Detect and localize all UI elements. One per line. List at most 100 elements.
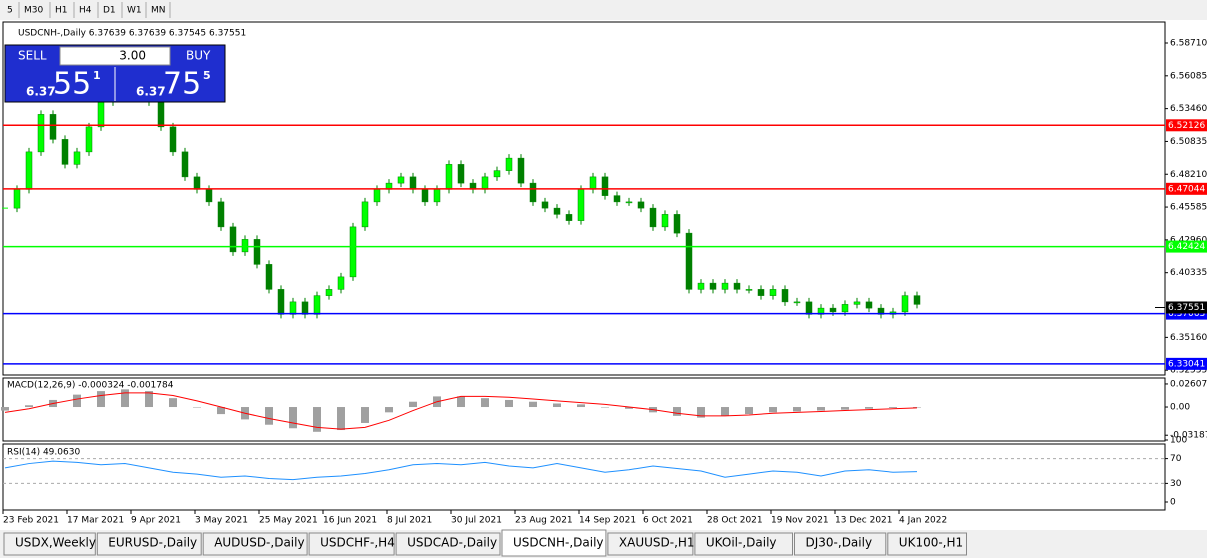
candle xyxy=(649,207,657,228)
macd-bar xyxy=(529,401,537,408)
macd-bar xyxy=(337,407,345,431)
tab[interactable] xyxy=(96,532,202,556)
y-tick-label: 6.32535 xyxy=(1170,366,1207,376)
y-tick-label: 70 xyxy=(1170,454,1182,464)
x-tick-label: 25 May 2021 xyxy=(259,516,318,526)
candle xyxy=(793,301,801,304)
tab[interactable] xyxy=(794,532,887,556)
timeframe-button[interactable]: D1 xyxy=(103,6,116,16)
candle xyxy=(433,189,441,203)
timeframe-button[interactable]: W1 xyxy=(127,6,142,16)
macd-bar xyxy=(505,399,513,408)
macd-bar xyxy=(745,407,753,415)
tab[interactable] xyxy=(607,532,694,556)
tab-label[interactable]: USDCNH-,Daily xyxy=(513,536,604,550)
x-tick-label: 17 Mar 2021 xyxy=(67,516,124,526)
candle xyxy=(901,295,909,313)
timeframe-button[interactable]: MN xyxy=(151,6,166,16)
tab-label[interactable]: UK100-,H1 xyxy=(899,536,963,550)
tab[interactable] xyxy=(3,532,96,556)
macd-bar xyxy=(73,394,81,408)
candle xyxy=(253,239,261,265)
tab-label[interactable]: XAUUSD-,H1 xyxy=(619,536,695,550)
candle xyxy=(241,239,249,253)
candle xyxy=(589,176,597,190)
macd-bar xyxy=(313,407,321,432)
x-tick-label: 16 Jun 2021 xyxy=(323,516,377,526)
macd-bar xyxy=(769,407,777,413)
lot-box xyxy=(59,46,171,66)
x-tick-label: 23 Aug 2021 xyxy=(515,516,573,526)
lot-input[interactable]: 3.00 xyxy=(119,49,146,63)
macd-bar xyxy=(217,407,225,415)
candle xyxy=(625,201,633,204)
candle xyxy=(217,201,225,228)
timeframe-button[interactable]: H4 xyxy=(79,6,92,16)
tab[interactable] xyxy=(694,532,794,556)
candle xyxy=(637,201,645,209)
y-tick-label: 6.50835 xyxy=(1170,137,1207,147)
macd-bar xyxy=(361,407,369,423)
y-tick-label: 6.56085 xyxy=(1170,71,1207,81)
y-tick-label: 6.42960 xyxy=(1170,235,1207,245)
price-sup[interactable]: 1 xyxy=(93,69,101,82)
tab-label[interactable]: AUDUSD-,Daily xyxy=(214,536,304,550)
candle xyxy=(865,301,873,309)
tab-label[interactable]: EURUSD-,Daily xyxy=(108,536,197,550)
price-head[interactable]: 6.37 xyxy=(136,85,166,99)
x-tick-label: 30 Jul 2021 xyxy=(451,516,502,526)
macd-frame xyxy=(2,377,1166,442)
price-head[interactable]: 6.37 xyxy=(26,85,56,99)
buy-button[interactable]: BUY xyxy=(186,49,211,63)
level-label-bg xyxy=(1166,182,1207,195)
y-tick-label: 6.53460 xyxy=(1170,104,1207,114)
candle xyxy=(877,307,885,315)
tab[interactable] xyxy=(501,529,607,557)
y-tick-label: -0.031872 xyxy=(1170,431,1207,441)
price-big[interactable]: 55 xyxy=(53,67,91,102)
candle xyxy=(541,201,549,209)
timeframe-button[interactable]: M30 xyxy=(24,6,43,16)
candle xyxy=(265,264,273,290)
y-tick-label: 100 xyxy=(1170,436,1187,446)
tab-label[interactable]: USDX,Weekly xyxy=(15,536,96,550)
tab[interactable] xyxy=(395,532,501,556)
candle xyxy=(481,176,489,190)
level-label-bg xyxy=(1166,357,1207,370)
tab-label[interactable]: USDCAD-,Daily xyxy=(407,536,497,550)
chart-header: USDCNH-,Daily 6.37639 6.37639 6.37545 6.… xyxy=(18,29,246,39)
current-price-label: 6.37551 xyxy=(1168,303,1205,313)
candle xyxy=(685,232,693,290)
candle xyxy=(157,101,165,128)
candle xyxy=(505,157,513,171)
timeframe-button[interactable]: 5 xyxy=(7,6,13,16)
timeframe-button[interactable]: H1 xyxy=(55,6,68,16)
sell-button[interactable]: SELL xyxy=(18,49,47,63)
candle xyxy=(577,189,585,221)
y-tick-label: 6.58710 xyxy=(1170,39,1207,49)
price-sup[interactable]: 5 xyxy=(203,69,211,82)
x-tick-label: 4 Jan 2022 xyxy=(899,516,947,526)
macd-bar xyxy=(145,391,153,408)
tab-label[interactable]: USDCHF-,H4 xyxy=(320,536,395,550)
tab[interactable] xyxy=(308,532,395,556)
rsi-frame xyxy=(2,443,1166,511)
price-big[interactable]: 75 xyxy=(163,67,201,102)
candle xyxy=(673,214,681,234)
tab[interactable] xyxy=(202,532,308,556)
macd-bar xyxy=(25,405,33,408)
candle xyxy=(853,301,861,305)
macd-bar xyxy=(1,407,9,411)
y-tick-label: 0 xyxy=(1170,498,1176,508)
y-tick-label: 6.35160 xyxy=(1170,333,1207,343)
tab[interactable] xyxy=(887,532,967,556)
level-label: 6.42424 xyxy=(1168,242,1205,252)
tab-label[interactable]: DJ30-,Daily xyxy=(806,536,873,550)
candle xyxy=(61,139,69,165)
tab-label[interactable]: UKOil-,Daily xyxy=(706,536,777,550)
candle xyxy=(349,226,357,278)
candle xyxy=(373,189,381,203)
candle xyxy=(289,301,297,315)
macd-header: MACD(12,26,9) -0.000324 -0.001784 xyxy=(7,381,174,391)
